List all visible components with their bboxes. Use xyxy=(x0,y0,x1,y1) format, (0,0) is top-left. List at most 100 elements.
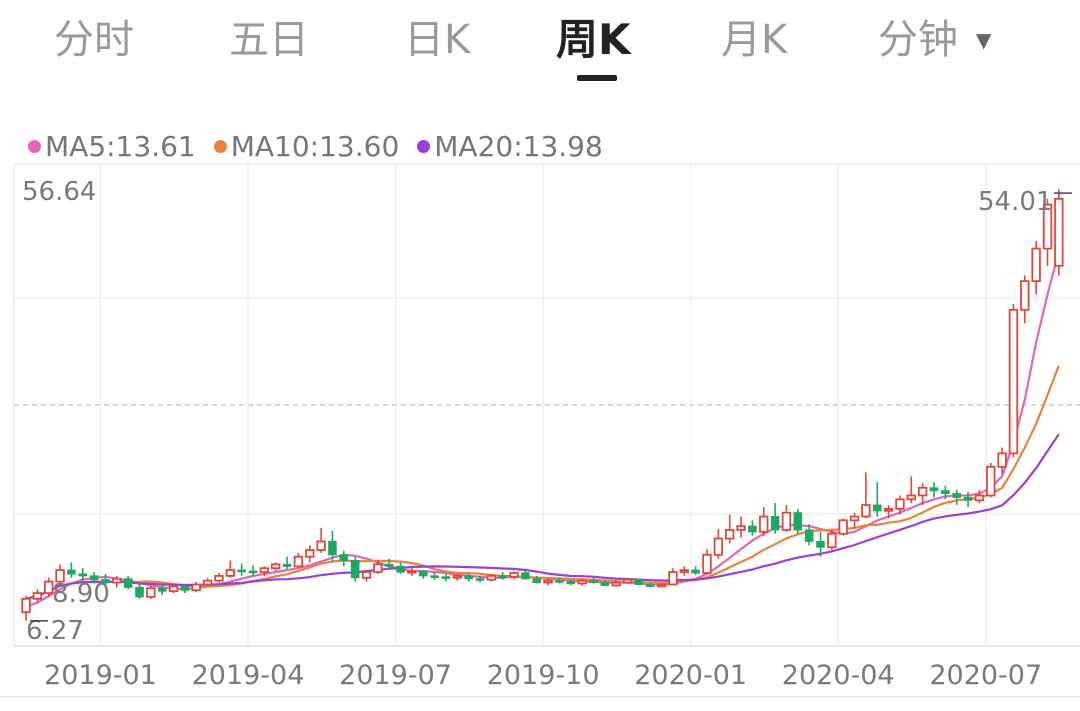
candle xyxy=(407,568,417,576)
candle-body xyxy=(691,569,700,574)
candle-body xyxy=(1042,203,1053,250)
candle-body xyxy=(202,579,213,586)
candle-body xyxy=(986,465,996,497)
x-tick-label: 2019-04 xyxy=(192,660,305,691)
candle xyxy=(55,564,65,586)
candle-body xyxy=(906,494,916,501)
candle-body xyxy=(316,540,326,551)
candle-body xyxy=(373,563,383,573)
candle xyxy=(1031,240,1041,295)
candle-body xyxy=(112,577,122,584)
candle-body xyxy=(135,586,144,598)
candle xyxy=(816,531,825,557)
candle-body xyxy=(305,549,315,558)
candle xyxy=(191,581,201,593)
candle-body xyxy=(1054,197,1064,267)
candle xyxy=(656,583,667,588)
candle-body xyxy=(941,490,950,495)
candle-body xyxy=(748,525,757,533)
candle-body xyxy=(498,575,507,578)
legend-label: MA10:13.60 xyxy=(230,129,400,163)
candle-body xyxy=(725,529,735,540)
y-axis-max-label: 56.64 xyxy=(22,177,96,207)
candle-body xyxy=(555,580,564,583)
tab-monthly-k[interactable]: 月K xyxy=(721,10,787,70)
candle xyxy=(793,508,803,534)
candle-body xyxy=(656,583,667,588)
candle-body xyxy=(486,574,497,581)
candle xyxy=(135,583,144,599)
candle xyxy=(838,518,848,536)
legend-dot-icon xyxy=(213,139,227,153)
candle-body xyxy=(702,553,712,574)
legend-dot-icon xyxy=(417,139,431,153)
candle xyxy=(248,565,258,577)
candle-body xyxy=(361,571,372,579)
candle-body xyxy=(804,529,814,542)
tab-intraday[interactable]: 分时 xyxy=(54,10,134,70)
candle xyxy=(101,573,110,588)
candle-body xyxy=(396,565,405,573)
candle-body xyxy=(146,587,156,598)
candle xyxy=(270,562,281,572)
tab-label: 周K xyxy=(556,15,631,64)
legend-label: MA5:13.61 xyxy=(45,129,196,163)
candle xyxy=(883,505,894,519)
legend-item: MA20:13.98 xyxy=(417,130,603,163)
candle-body xyxy=(816,540,825,548)
high-price-label: 54.01 xyxy=(978,187,1052,217)
candle xyxy=(804,524,814,546)
candle-body xyxy=(770,516,780,531)
candle-body xyxy=(679,569,689,573)
candle xyxy=(373,560,383,574)
tab-five-day[interactable]: 五日 xyxy=(229,10,309,70)
candle xyxy=(986,462,996,498)
candle-body xyxy=(180,585,190,591)
candle-body xyxy=(872,504,882,512)
candle xyxy=(997,447,1007,475)
x-tick-label: 2020-04 xyxy=(782,660,895,691)
candle-body xyxy=(713,537,724,556)
candle-body xyxy=(89,575,99,581)
candle xyxy=(305,545,315,563)
candle xyxy=(316,528,326,553)
candle-body xyxy=(101,579,110,584)
candle xyxy=(418,570,428,579)
candle-body xyxy=(339,554,349,562)
candle-body xyxy=(237,569,246,573)
candle-body xyxy=(759,515,769,533)
tab-label: 月K xyxy=(721,17,788,63)
candle xyxy=(1042,198,1053,266)
candle-body xyxy=(191,583,201,592)
candle-body xyxy=(600,582,610,586)
candle-body xyxy=(827,532,837,549)
candle-body xyxy=(622,578,633,584)
tab-weekly-k[interactable]: 周K xyxy=(556,10,631,70)
period-tab-bar: 分时 五日 日K 周K 月K 分钟 ▼ xyxy=(0,0,1080,100)
candle-body xyxy=(895,498,905,510)
candle-body xyxy=(952,493,962,498)
candle xyxy=(952,489,962,506)
tab-daily-k[interactable]: 日K xyxy=(404,10,470,70)
chevron-down-icon[interactable]: ▼ xyxy=(976,28,992,52)
candle-body xyxy=(974,494,985,502)
candle-body xyxy=(350,560,360,579)
candle-body xyxy=(963,496,973,501)
candle-body xyxy=(543,579,553,584)
x-tick-label: 2019-07 xyxy=(339,660,452,691)
candle-body xyxy=(475,578,485,581)
legend-label: MA20:13.98 xyxy=(434,129,603,163)
candle xyxy=(441,572,451,582)
candle xyxy=(157,583,167,595)
candle xyxy=(872,482,882,517)
candle xyxy=(32,589,43,603)
tab-label: 日K xyxy=(404,17,471,63)
candle-body xyxy=(781,511,792,531)
candle xyxy=(611,580,621,587)
candle xyxy=(645,582,655,588)
candle-body xyxy=(282,563,292,567)
tab-minute[interactable]: 分钟 ▼ xyxy=(878,10,991,70)
candle-body xyxy=(67,569,76,575)
candle xyxy=(1054,189,1064,276)
